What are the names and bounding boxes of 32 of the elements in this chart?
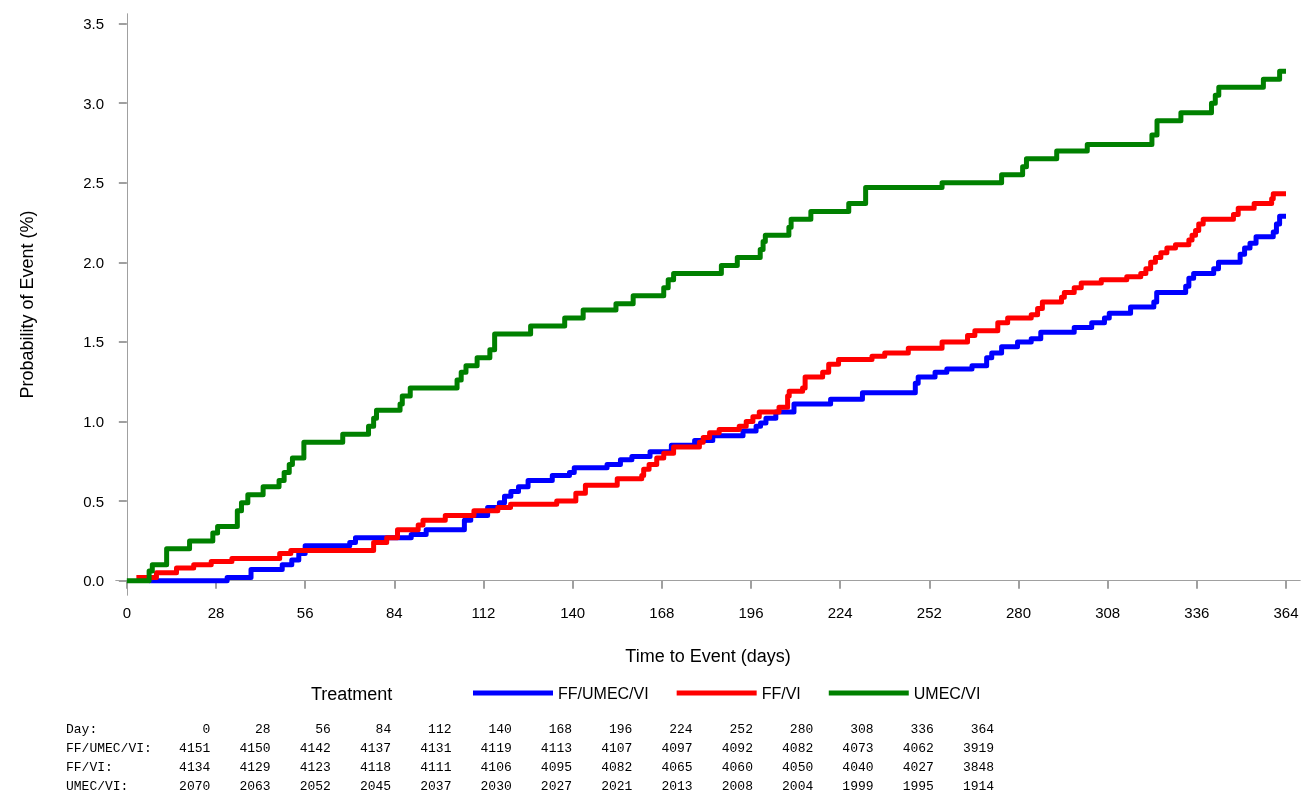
x-tick-label: 168 (649, 604, 675, 621)
x-tick-label: 252 (916, 604, 942, 621)
text: FF/VI: 4134 4129 4123 4118 4111 4106 4095 4082 4065 4060 4050 4040 4027 3848 (66, 760, 995, 775)
x-tick-label: 280 (1005, 604, 1032, 621)
legend-label: UMEC/VI (913, 684, 981, 702)
text: FF/UMEC/VI: 4151 4150 4142 4137 4131 4119 4113 4107 4097 4092 4082 4073 4062 3919 (66, 741, 995, 756)
legend-title: Treatment (311, 684, 393, 704)
x-tick-label: 308 (1095, 604, 1121, 621)
y-tick-label: 3.5 (83, 15, 104, 33)
x-axis-title: Time to Event (days) (625, 646, 791, 666)
y-tick-label: 1.5 (83, 333, 104, 351)
text: UMEC/VI: 2070 2063 2052 2045 2037 2030 2027 2021 2013 2008 2004 1999 1995 1914 (66, 779, 995, 794)
x-tick-label: 196 (738, 604, 764, 621)
y-tick-label: 0.5 (83, 492, 104, 510)
legend-label: FF/UMEC/VI (558, 684, 649, 702)
y-tick-label: 0.0 (83, 572, 104, 590)
y-tick-label: 3.0 (83, 94, 104, 112)
x-tick-label: 336 (1184, 604, 1210, 621)
x-tick-label: 112 (471, 604, 496, 621)
y-tick-label: 1.0 (83, 413, 104, 430)
text: Day: 0 28 56 84 112 140 168 196 224 252 280 308 336 364 (66, 722, 995, 737)
x-tick-label: 0 (122, 604, 131, 621)
x-tick-label: 140 (560, 604, 586, 621)
y-tick-label: 2.0 (83, 253, 104, 271)
x-tick-label: 84 (385, 604, 403, 621)
y-axis-title: Probability of Event (%) (17, 210, 37, 399)
x-tick-label: 56 (296, 604, 314, 621)
x-tick-label: 224 (827, 604, 853, 621)
x-tick-label: 28 (207, 604, 225, 621)
x-tick-label: 364 (1273, 604, 1299, 621)
y-tick-label: 2.5 (83, 174, 104, 192)
legend-label: FF/VI (761, 684, 801, 702)
